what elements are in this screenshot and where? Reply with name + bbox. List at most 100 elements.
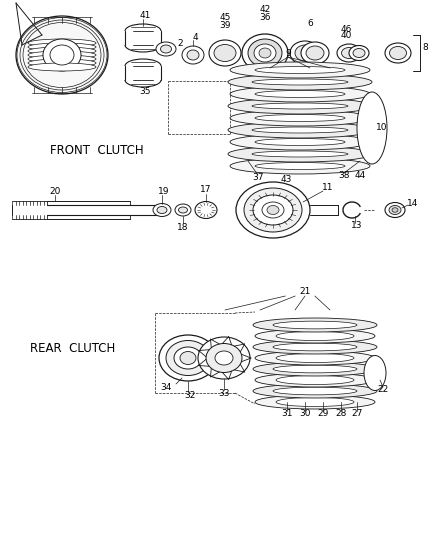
Ellipse shape bbox=[28, 47, 96, 55]
Ellipse shape bbox=[276, 353, 354, 362]
Ellipse shape bbox=[255, 351, 375, 365]
Ellipse shape bbox=[389, 206, 401, 214]
Ellipse shape bbox=[28, 51, 96, 59]
Ellipse shape bbox=[255, 91, 345, 98]
Ellipse shape bbox=[28, 59, 96, 67]
Ellipse shape bbox=[262, 202, 284, 218]
Ellipse shape bbox=[214, 44, 236, 61]
Ellipse shape bbox=[28, 43, 96, 51]
Ellipse shape bbox=[389, 46, 406, 60]
Ellipse shape bbox=[228, 74, 372, 90]
Ellipse shape bbox=[253, 318, 377, 332]
Ellipse shape bbox=[156, 42, 176, 56]
Ellipse shape bbox=[259, 48, 271, 58]
Ellipse shape bbox=[153, 204, 171, 216]
Ellipse shape bbox=[252, 127, 348, 133]
Ellipse shape bbox=[209, 40, 241, 66]
Ellipse shape bbox=[179, 207, 187, 213]
Text: 44: 44 bbox=[354, 172, 366, 181]
Ellipse shape bbox=[228, 98, 372, 114]
Text: 10: 10 bbox=[376, 124, 388, 133]
Ellipse shape bbox=[357, 92, 387, 164]
Ellipse shape bbox=[273, 343, 357, 351]
Ellipse shape bbox=[276, 375, 354, 384]
Ellipse shape bbox=[43, 39, 81, 71]
Ellipse shape bbox=[392, 208, 398, 212]
Text: FRONT  CLUTCH: FRONT CLUTCH bbox=[50, 143, 144, 157]
Ellipse shape bbox=[306, 46, 324, 60]
Ellipse shape bbox=[255, 395, 375, 409]
Ellipse shape bbox=[273, 321, 357, 329]
Ellipse shape bbox=[349, 45, 369, 61]
Ellipse shape bbox=[195, 201, 217, 219]
Text: 42: 42 bbox=[259, 5, 271, 14]
Ellipse shape bbox=[159, 335, 217, 381]
Ellipse shape bbox=[276, 332, 354, 341]
Ellipse shape bbox=[206, 343, 242, 373]
Ellipse shape bbox=[230, 110, 370, 126]
Ellipse shape bbox=[255, 163, 345, 169]
Ellipse shape bbox=[253, 195, 293, 225]
Ellipse shape bbox=[198, 337, 250, 379]
Text: 18: 18 bbox=[177, 222, 189, 231]
Text: 43: 43 bbox=[280, 175, 292, 184]
Ellipse shape bbox=[342, 47, 357, 59]
Text: 34: 34 bbox=[160, 384, 172, 392]
Ellipse shape bbox=[182, 46, 204, 64]
Text: 20: 20 bbox=[49, 188, 61, 197]
Ellipse shape bbox=[252, 79, 348, 85]
Ellipse shape bbox=[23, 22, 101, 87]
Text: REAR  CLUTCH: REAR CLUTCH bbox=[30, 342, 115, 354]
Ellipse shape bbox=[160, 45, 172, 53]
Text: 33: 33 bbox=[218, 390, 230, 399]
Ellipse shape bbox=[301, 42, 329, 64]
Ellipse shape bbox=[157, 206, 167, 214]
Ellipse shape bbox=[255, 329, 375, 343]
Ellipse shape bbox=[28, 39, 96, 47]
Ellipse shape bbox=[253, 384, 377, 398]
Ellipse shape bbox=[337, 44, 361, 62]
Text: 46: 46 bbox=[340, 25, 352, 34]
Text: 36: 36 bbox=[259, 13, 271, 22]
Text: 22: 22 bbox=[378, 385, 389, 394]
Ellipse shape bbox=[228, 122, 372, 138]
Ellipse shape bbox=[255, 139, 345, 146]
Text: 30: 30 bbox=[299, 409, 311, 418]
Ellipse shape bbox=[230, 134, 370, 150]
Text: 31: 31 bbox=[281, 409, 293, 418]
Ellipse shape bbox=[16, 16, 108, 94]
Ellipse shape bbox=[353, 49, 365, 58]
Text: 4: 4 bbox=[192, 33, 198, 42]
Text: 2: 2 bbox=[177, 38, 183, 47]
Ellipse shape bbox=[20, 20, 104, 90]
Ellipse shape bbox=[255, 373, 375, 387]
Text: 9: 9 bbox=[285, 50, 291, 59]
Ellipse shape bbox=[295, 45, 315, 61]
Text: 14: 14 bbox=[407, 198, 419, 207]
Ellipse shape bbox=[252, 151, 348, 157]
Text: 19: 19 bbox=[158, 187, 170, 196]
Text: 29: 29 bbox=[317, 409, 328, 418]
Text: 38: 38 bbox=[338, 172, 350, 181]
Text: 27: 27 bbox=[351, 409, 363, 418]
Text: 6: 6 bbox=[307, 19, 313, 28]
Text: 37: 37 bbox=[252, 174, 264, 182]
Ellipse shape bbox=[255, 115, 345, 122]
Ellipse shape bbox=[230, 158, 370, 174]
Ellipse shape bbox=[255, 67, 345, 74]
Text: 13: 13 bbox=[351, 222, 363, 230]
Ellipse shape bbox=[385, 203, 405, 217]
Text: 21: 21 bbox=[299, 287, 311, 296]
Text: 45: 45 bbox=[219, 12, 231, 21]
Ellipse shape bbox=[166, 341, 210, 376]
Ellipse shape bbox=[228, 146, 372, 162]
Text: 35: 35 bbox=[139, 86, 151, 95]
Text: 11: 11 bbox=[322, 183, 334, 192]
Ellipse shape bbox=[180, 351, 196, 365]
Ellipse shape bbox=[215, 351, 233, 365]
Ellipse shape bbox=[50, 45, 74, 65]
Ellipse shape bbox=[254, 44, 276, 62]
Ellipse shape bbox=[253, 362, 377, 376]
Ellipse shape bbox=[267, 206, 279, 214]
Ellipse shape bbox=[253, 340, 377, 354]
